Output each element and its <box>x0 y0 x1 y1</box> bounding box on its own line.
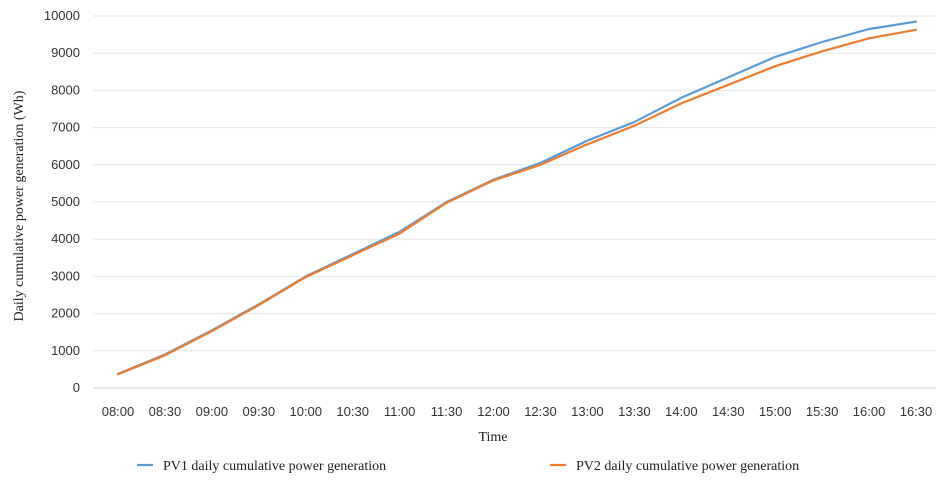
legend-label-pv1: PV1 daily cumulative power generation <box>163 459 386 474</box>
y-axis-title: Daily cumulative power generation (Wh) <box>12 90 27 321</box>
x-tick-label: 14:00 <box>665 404 698 419</box>
x-tick-label: 15:30 <box>806 404 839 419</box>
y-tick-label: 8000 <box>51 82 80 97</box>
y-tick-label: 3000 <box>51 268 80 283</box>
x-tick-label: 10:00 <box>289 404 322 419</box>
x-axis-title: Time <box>478 430 507 445</box>
y-axis-ticks: 0 1000 2000 3000 4000 5000 6000 7000 8000 9000 100… <box>44 8 80 395</box>
y-tick-label: 1000 <box>51 343 80 358</box>
x-tick-label: 14:30 <box>712 404 745 419</box>
x-tick-label: 09:00 <box>196 404 229 419</box>
y-tick-label: 0 <box>73 380 80 395</box>
y-tick-label: 2000 <box>51 306 80 321</box>
x-tick-label: 08:30 <box>149 404 182 419</box>
x-tick-label: 12:00 <box>477 404 510 419</box>
y-tick-label: 9000 <box>51 45 80 60</box>
x-tick-label: 16:30 <box>900 404 933 419</box>
series-line-pv2 <box>116 28 918 376</box>
x-tick-label: 13:30 <box>618 404 651 419</box>
gridlines <box>93 15 936 389</box>
x-axis-ticks: 08:00 08:30 09:00 09:30 10:00 10:30 11:00 11:30… <box>102 404 933 419</box>
y-tick-label: 10000 <box>44 8 80 23</box>
x-tick-label: 09:30 <box>243 404 276 419</box>
legend: PV1 daily cumulative power generation PV2… <box>137 459 799 474</box>
x-tick-label: 13:00 <box>571 404 604 419</box>
series-line-pv1 <box>116 20 918 375</box>
legend-label-pv2: PV2 daily cumulative power generation <box>576 459 799 474</box>
x-tick-label: 11:30 <box>431 404 463 419</box>
y-tick-label: 5000 <box>51 194 80 209</box>
y-tick-label: 4000 <box>51 231 80 246</box>
x-tick-label: 12:30 <box>524 404 557 419</box>
series-lines <box>116 20 918 376</box>
y-tick-label: 6000 <box>51 157 80 172</box>
x-tick-label: 15:00 <box>759 404 792 419</box>
x-tick-label: 11:00 <box>384 404 416 419</box>
x-tick-label: 10:30 <box>336 404 369 419</box>
x-tick-label: 08:00 <box>102 404 135 419</box>
y-tick-label: 7000 <box>51 120 80 135</box>
x-tick-label: 16:00 <box>853 404 886 419</box>
